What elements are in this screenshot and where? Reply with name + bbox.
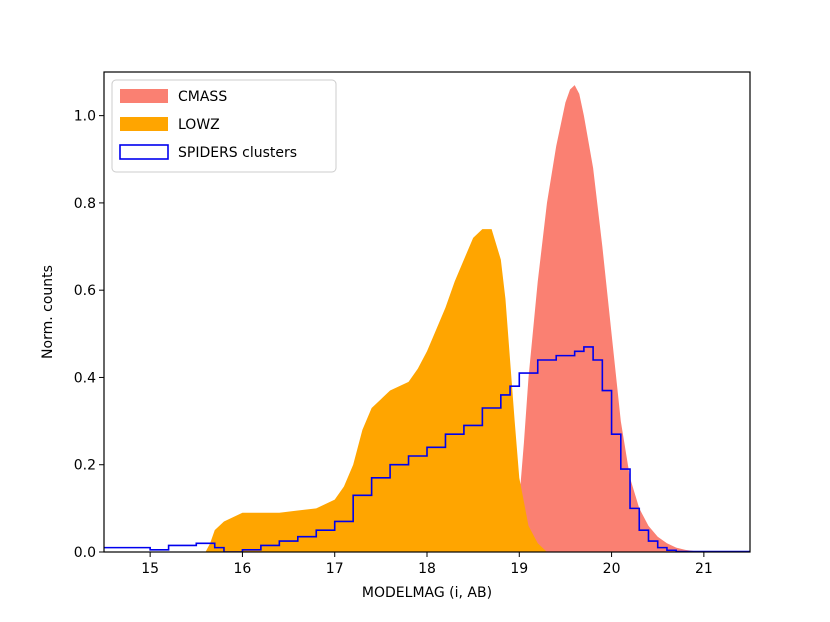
legend-label-spiders-clusters: SPIDERS clusters [178,145,297,161]
legend-label-cmass: CMASS [178,89,227,105]
y-tick-label: 1.0 [74,109,96,125]
x-tick-label: 15 [141,561,159,577]
y-tick-label: 0.6 [74,283,96,299]
x-tick-label: 21 [695,561,713,577]
y-tick-label: 0.0 [74,545,96,561]
series-cmass [500,85,704,552]
y-tick-label: 0.2 [74,458,96,474]
x-tick-label: 18 [418,561,436,577]
x-tick-label: 19 [510,561,528,577]
legend-swatch-spiders-clusters [119,144,169,160]
x-tick-label: 16 [234,561,252,577]
legend: CMASS LOWZ SPIDERS clusters [111,79,337,173]
y-tick-label: 0.4 [74,370,96,386]
y-axis-label: Norm. counts [40,265,56,359]
x-axis: 15 16 17 18 19 20 21 [141,552,713,577]
x-tick-label: 20 [603,561,621,577]
series-lowz [205,229,547,552]
legend-swatch-cmass [120,89,168,103]
legend-label-lowz: LOWZ [178,117,220,133]
plot-area [104,85,750,552]
legend-swatch-lowz [120,117,168,131]
series-spiders-clusters [104,346,750,552]
x-axis-label: MODELMAG (i, AB) [362,585,492,601]
y-tick-label: 0.8 [74,196,96,212]
y-axis: 0.0 0.2 0.4 0.6 0.8 1.0 [74,109,104,561]
x-tick-label: 17 [326,561,344,577]
